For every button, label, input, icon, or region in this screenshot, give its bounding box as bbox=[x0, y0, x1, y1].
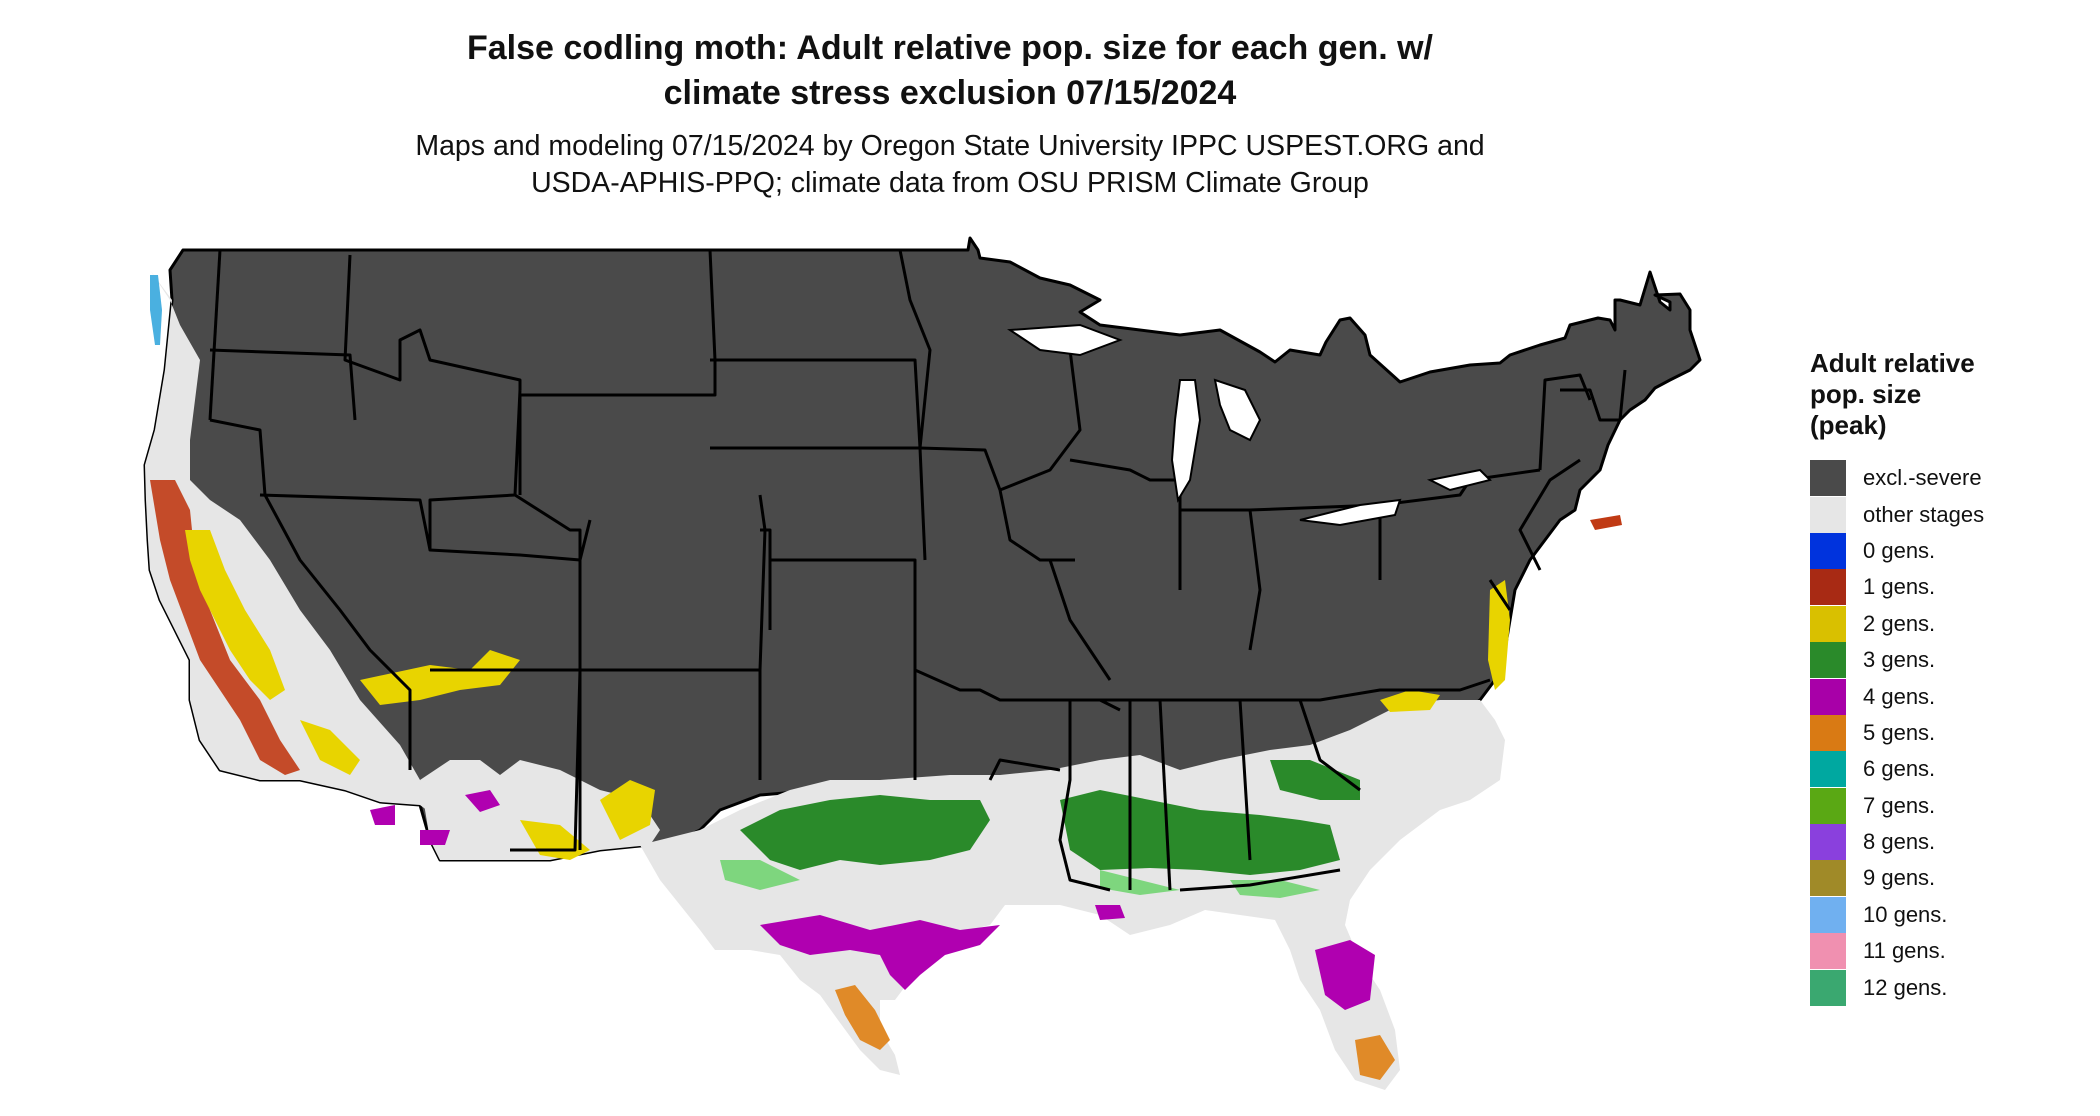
subtitle-line-2: USDA-APHIS-PPQ; climate data from OSU PR… bbox=[531, 167, 1369, 199]
legend-item: 12 gens. bbox=[1810, 969, 2080, 1006]
legend-label: 12 gens. bbox=[1863, 974, 1948, 1000]
legend-item: 6 gens. bbox=[1810, 751, 2080, 788]
arizona-4gen-patch bbox=[370, 790, 500, 845]
newmexico-2gen-patch bbox=[600, 780, 655, 840]
legend-swatch bbox=[1810, 496, 1846, 533]
legend-item: 1 gens. bbox=[1810, 569, 2080, 606]
legend-swatch bbox=[1810, 787, 1846, 824]
chesapeake-2gen-patch bbox=[1488, 580, 1510, 690]
texas-coast-4gen-band bbox=[760, 915, 1000, 990]
legend-label: 7 gens. bbox=[1863, 792, 1936, 818]
legend-swatch bbox=[1810, 569, 1846, 606]
legend-label: other stages bbox=[1863, 501, 1985, 527]
legend-label: 11 gens. bbox=[1863, 938, 1946, 964]
legend-item: 3 gens. bbox=[1810, 642, 2080, 679]
legend-swatch bbox=[1810, 678, 1846, 715]
legend-item: 9 gens. bbox=[1810, 860, 2080, 897]
legend-title: Adult relative pop. size (peak) bbox=[1810, 348, 2080, 441]
legend-item: other stages bbox=[1810, 496, 2080, 533]
legend-label: 1 gens. bbox=[1863, 574, 1936, 600]
legend-label: 9 gens. bbox=[1863, 865, 1936, 891]
title-line-1: False codling moth: Adult relative pop. … bbox=[467, 29, 1433, 67]
legend-label: 0 gens. bbox=[1863, 537, 1936, 563]
legend-title-line-2: pop. size bbox=[1810, 379, 1922, 409]
utah-2gen-strip bbox=[360, 650, 520, 705]
south-florida-5gen-patch bbox=[1355, 1035, 1395, 1080]
legend-swatch bbox=[1810, 969, 1846, 1006]
legend-label: 8 gens. bbox=[1863, 829, 1936, 855]
legend-label: excl.-severe bbox=[1863, 465, 1982, 491]
legend-label: 6 gens. bbox=[1863, 756, 1936, 782]
legend-swatch bbox=[1810, 896, 1846, 933]
subtitle-line-1: Maps and modeling 07/15/2024 by Oregon S… bbox=[415, 130, 1485, 162]
legend-label: 5 gens. bbox=[1863, 719, 1936, 745]
california-2gen-south bbox=[300, 720, 360, 775]
state-borders bbox=[208, 249, 1627, 892]
legend-label: 2 gens. bbox=[1863, 610, 1936, 636]
legend-items: excl.-severe other stages 0 gens. 1 gens. 2 … bbox=[1810, 460, 2080, 1006]
legend-item: excl.-severe bbox=[1810, 460, 2080, 497]
legend-swatch bbox=[1810, 860, 1846, 897]
legend-swatch bbox=[1810, 714, 1846, 751]
southwest-desert-zone bbox=[420, 760, 660, 860]
georgia-3gen-patch bbox=[1270, 760, 1360, 800]
legend-swatch bbox=[1810, 605, 1846, 642]
great-lakes bbox=[1007, 323, 1492, 527]
title-line-2: climate stress exclusion 07/15/2024 bbox=[663, 74, 1237, 112]
legend-item: 2 gens. bbox=[1810, 605, 2080, 642]
legend-item: 11 gens. bbox=[1810, 933, 2080, 970]
legend-swatch bbox=[1810, 933, 1846, 970]
pacific-nw-band bbox=[150, 275, 162, 345]
legend-swatch bbox=[1810, 460, 1846, 497]
legend-label: 4 gens. bbox=[1863, 683, 1936, 709]
carolina-2gen-patch bbox=[1380, 690, 1440, 712]
legend-item: 4 gens. bbox=[1810, 678, 2080, 715]
legend-item: 0 gens. bbox=[1810, 532, 2080, 569]
legend-label: 3 gens. bbox=[1863, 647, 1936, 673]
map-legend: Adult relative pop. size (peak) excl.-se… bbox=[1810, 348, 2080, 1006]
legend-swatch bbox=[1810, 824, 1846, 861]
map-title: False codling moth: Adult relative pop. … bbox=[0, 26, 1900, 116]
california-1gen-band bbox=[150, 480, 300, 775]
florida-4gen-patch bbox=[1315, 940, 1375, 1010]
legend-swatch bbox=[1810, 751, 1846, 788]
legend-item: 8 gens. bbox=[1810, 824, 2080, 861]
south-texas-5gen-patch bbox=[835, 985, 890, 1050]
legend-swatch bbox=[1810, 532, 1846, 569]
legend-swatch bbox=[1810, 642, 1846, 679]
legend-title-line-3: (peak) bbox=[1810, 410, 1887, 440]
legend-title-line-1: Adult relative bbox=[1810, 348, 1975, 378]
texas-3gen-band bbox=[740, 795, 990, 870]
map-subtitle: Maps and modeling 07/15/2024 by Oregon S… bbox=[0, 128, 1900, 202]
louisiana-4gen-patch bbox=[1095, 905, 1125, 920]
legend-item: 5 gens. bbox=[1810, 714, 2080, 751]
legend-label: 10 gens. bbox=[1863, 901, 1948, 927]
long-island-1gen-patch bbox=[1590, 515, 1622, 530]
legend-item: 10 gens. bbox=[1810, 896, 2080, 933]
legend-item: 7 gens. bbox=[1810, 787, 2080, 824]
california-2gen-band bbox=[185, 530, 285, 700]
